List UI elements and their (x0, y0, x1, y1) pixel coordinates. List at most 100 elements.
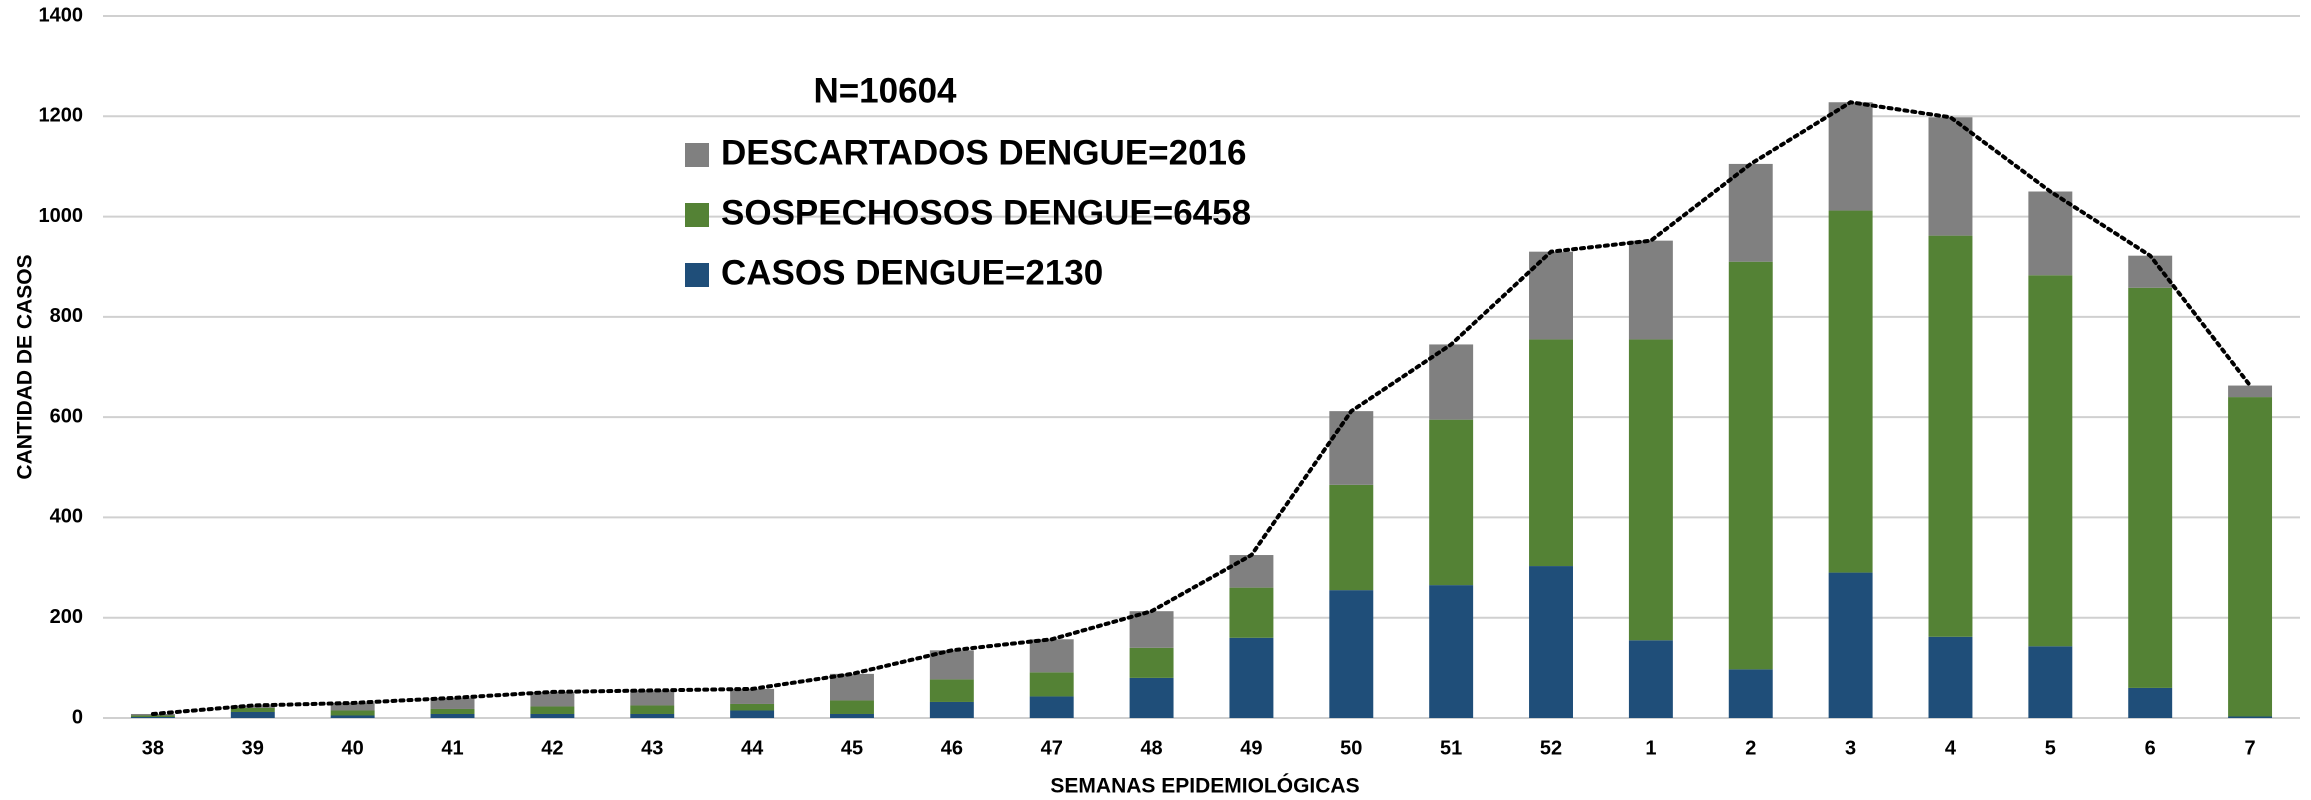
bar-segment (830, 700, 874, 714)
trend-line (150, 100, 2253, 716)
x-tick-label: 2 (1745, 737, 1756, 759)
x-tick-label: 50 (1340, 737, 1362, 759)
bar-segment (1728, 669, 1773, 718)
bar-segment (330, 702, 375, 711)
x-tick-label: 43 (641, 737, 663, 759)
y-axis-title: CANTIDAD DE CASOS (14, 254, 37, 479)
bar-segment (1129, 677, 1174, 718)
bar-segment (1628, 240, 1673, 340)
x-tick-label: 44 (741, 737, 764, 759)
bar-segment (230, 711, 275, 718)
x-tick-label: 1 (1645, 737, 1656, 759)
bar-segment (1229, 587, 1274, 638)
legend-swatch (685, 143, 709, 167)
bar-segment (330, 710, 375, 716)
x-tick-label: 7 (2245, 737, 2256, 759)
bar-segment (1928, 235, 1973, 637)
bar-segment (430, 713, 475, 718)
x-tick-label: 40 (342, 737, 364, 759)
bar-segment (1628, 339, 1673, 641)
x-tick-label: 51 (1440, 737, 1462, 759)
bar-segment (330, 715, 375, 718)
bar-segment (2228, 385, 2273, 398)
bar-segment (430, 708, 475, 714)
legend-swatch (685, 203, 709, 227)
x-tick-label: 3 (1845, 737, 1856, 759)
legend-label: SOSPECHOSOS DENGUE=6458 (721, 193, 1251, 232)
x-tick-label: 52 (1540, 737, 1562, 759)
bar-segment (2128, 687, 2173, 718)
bar-segment (230, 707, 275, 712)
x-tick-label: 38 (142, 737, 164, 759)
bar-segment (1429, 344, 1474, 420)
x-tick-label: 41 (441, 737, 463, 759)
legend-swatch (685, 263, 709, 287)
x-tick-label: 39 (242, 737, 264, 759)
bar-segment (1329, 590, 1374, 718)
bar-segment (1429, 585, 1474, 718)
y-tick-label: 600 (50, 405, 83, 427)
bar-segment (1828, 572, 1873, 718)
bar-segment (730, 703, 775, 711)
bar-segment (2028, 191, 2073, 276)
legend-title: N=10604 (813, 71, 957, 110)
bar-segment (130, 716, 175, 718)
bar-segment (1029, 639, 1074, 673)
x-tick-label: 47 (1041, 737, 1063, 759)
bar-segment (1728, 261, 1773, 670)
x-tick-label: 49 (1240, 737, 1262, 759)
bar-segment (1928, 636, 1973, 718)
x-tick-label: 4 (1945, 737, 1957, 759)
x-tick-label: 48 (1140, 737, 1162, 759)
bar-segment (1828, 210, 1873, 573)
bar-segment (1029, 696, 1074, 718)
bar-segment (1429, 419, 1474, 586)
bar-segment (1529, 339, 1573, 567)
bar-segment (630, 705, 675, 714)
y-tick-label: 800 (50, 305, 83, 327)
bar-segment (1529, 566, 1573, 718)
bar-segment (430, 697, 475, 709)
bar-segment (2228, 716, 2273, 718)
legend-label: DESCARTADOS DENGUE=2016 (721, 133, 1246, 172)
bar-segment (130, 715, 175, 717)
x-tick-label: 46 (941, 737, 963, 759)
bar-segment (929, 679, 974, 702)
bar-segment (830, 713, 874, 718)
bar-segment (730, 688, 775, 704)
bar-segment (630, 713, 675, 718)
x-tick-label: 45 (841, 737, 863, 759)
bar-segment (530, 691, 575, 707)
y-tick-label: 400 (50, 506, 83, 528)
bar-segment (1329, 411, 1374, 485)
bar-segment (1329, 484, 1374, 591)
bar-segment (2128, 255, 2173, 288)
y-tick-label: 0 (72, 706, 83, 728)
bar-segment (1928, 117, 1973, 236)
y-tick-label: 1000 (39, 205, 84, 227)
bar-segment (1229, 637, 1274, 718)
bar-segment (1628, 640, 1673, 718)
bar-segment (2228, 397, 2273, 717)
bar-segment (530, 706, 575, 714)
bar-segment (1529, 251, 1573, 340)
bar-segment (730, 710, 775, 718)
x-tick-label: 6 (2145, 737, 2156, 759)
bar-segment (1229, 555, 1274, 588)
bar-segment (830, 673, 874, 701)
legend-label: CASOS DENGUE=2130 (721, 253, 1103, 292)
x-tick-label: 42 (541, 737, 563, 759)
bar-segment (929, 701, 974, 718)
bar-segment (1828, 102, 1873, 211)
bar-segment (1728, 163, 1773, 262)
bar-segment (530, 713, 575, 718)
x-axis-title: SEMANAS EPIDEMIOLÓGICAS (1050, 774, 1359, 798)
y-tick-label: 200 (50, 606, 83, 628)
bar-segment (2028, 275, 2073, 647)
bar-segment (630, 690, 675, 706)
bar-segment (1029, 672, 1074, 697)
bar-segment (2028, 646, 2073, 718)
y-tick-label: 1200 (39, 105, 84, 127)
x-tick-label: 5 (2045, 737, 2056, 759)
